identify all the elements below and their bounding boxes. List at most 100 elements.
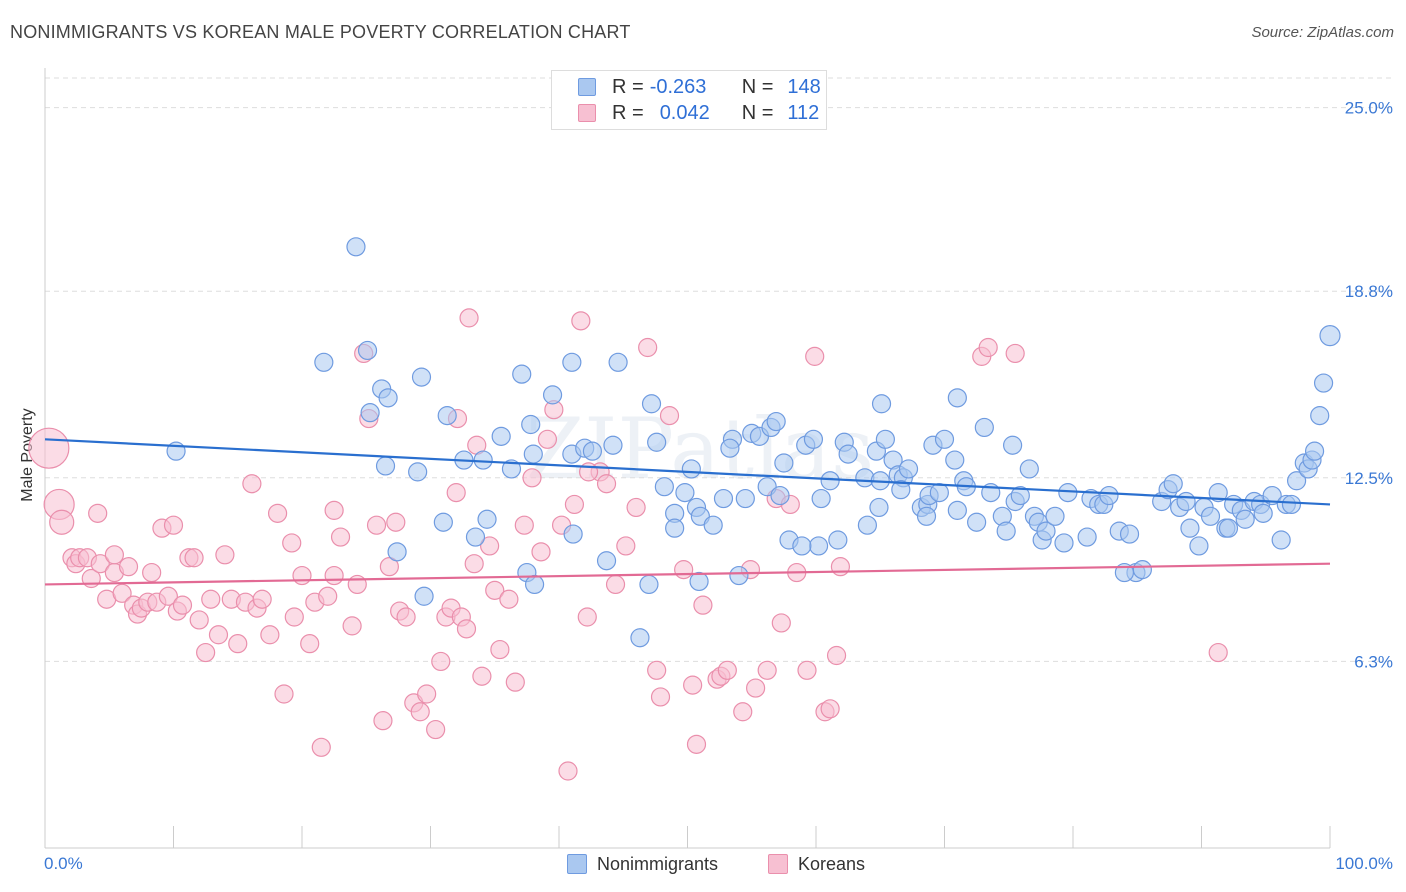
nonimmigrant-point <box>1218 518 1239 538</box>
korean-point <box>208 625 229 645</box>
nonimmigrant-point <box>562 352 582 372</box>
korean-point <box>638 337 658 358</box>
korean-point <box>571 311 591 331</box>
nonimmigrant-point <box>934 429 955 449</box>
nonimmigrant-point <box>875 429 895 449</box>
korean-point <box>830 557 851 577</box>
nonimmigrant-point <box>1176 491 1196 512</box>
nonimmigrant-point <box>792 536 812 556</box>
nonimmigrant-point <box>945 450 965 470</box>
nonimmigrant-point <box>608 352 628 372</box>
korean-point <box>215 545 235 565</box>
korean-point <box>172 595 193 615</box>
korean-point <box>282 533 302 553</box>
nonimmigrant-point <box>1271 530 1291 550</box>
koreans-swatch <box>578 104 596 122</box>
nonimmigrant-point <box>1235 509 1255 529</box>
n-label: N = <box>741 75 774 98</box>
korean-point <box>464 554 484 574</box>
korean-point <box>90 554 110 574</box>
korean-point <box>522 468 542 488</box>
korean-point <box>386 512 406 532</box>
legend-item-koreans[interactable]: Koreans <box>768 852 865 876</box>
korean-point <box>472 666 492 686</box>
nonimmigrant-point <box>491 426 511 446</box>
korean-point <box>1208 642 1228 663</box>
nonimmigrant-point <box>929 483 949 503</box>
korean-point <box>417 684 437 704</box>
korean-point <box>300 634 320 654</box>
korean-point <box>431 651 451 672</box>
nonimmigrant-point <box>1208 483 1228 503</box>
korean-point <box>626 497 646 518</box>
korean-point <box>531 542 551 562</box>
nonimmigrant-point <box>974 417 994 438</box>
nonimmigrant-point <box>378 388 398 408</box>
korean-point <box>505 672 525 692</box>
nonimmigrant-point <box>891 480 911 500</box>
nonimmigrant-point <box>563 524 583 544</box>
nonimmigrant-point <box>641 394 662 414</box>
r-value-koreans: 0.042 <box>659 101 710 124</box>
legend-label-koreans: Koreans <box>798 853 866 874</box>
nonimmigrant-point <box>542 385 563 405</box>
korean-point <box>771 613 791 633</box>
nonimmigrant-point <box>375 456 396 476</box>
korean-point <box>163 515 184 535</box>
nonimmigrant-point <box>808 536 829 556</box>
nonimmigrant-point <box>1253 503 1273 523</box>
nonimmigrant-point <box>729 565 749 586</box>
korean-point <box>118 557 139 577</box>
nonimmigrant-point <box>1262 485 1282 506</box>
x-tick-label: 0.0% <box>44 854 83 873</box>
korean-point <box>88 503 108 523</box>
korean-point <box>459 308 479 328</box>
korean-point <box>978 337 998 358</box>
nonimmigrant-point <box>811 488 831 509</box>
korean-point <box>396 607 416 627</box>
legend-row-koreans: R = 0.042 N = 112 <box>578 101 819 125</box>
nonimmigrant-point <box>1003 435 1023 455</box>
nonimmigrant-point <box>523 444 543 464</box>
nonimmigrant-point <box>820 471 840 491</box>
korean-point <box>746 678 766 698</box>
nonimmigrant-point <box>501 459 522 479</box>
korean-point <box>480 536 500 556</box>
korean-point <box>158 586 178 606</box>
nonimmigrant-point <box>639 574 659 595</box>
korean-point <box>112 583 132 603</box>
nonimmigrant-point <box>408 462 428 482</box>
korean-point <box>616 536 636 556</box>
korean-point <box>485 580 505 600</box>
nonimmigrant-point <box>1180 518 1200 538</box>
nonimmigrant-point <box>603 435 623 455</box>
korean-point <box>142 562 162 583</box>
nonimmigrant-point <box>869 497 889 518</box>
nonimmigrant-point <box>521 414 541 435</box>
nonimmigrant-point <box>1310 406 1330 426</box>
korean-point <box>686 734 707 754</box>
nonimmigrant-point <box>770 485 790 506</box>
tick-labels: 6.3% 12.5% 18.8% 25.0% 0.0% 100.0% <box>44 99 1393 873</box>
korean-point <box>284 607 304 627</box>
nonimmigrants-points <box>166 237 1341 648</box>
nonimmigrant-point <box>414 586 434 606</box>
legend-item-nonimmigrants[interactable]: Nonimmigrants <box>567 852 718 876</box>
nonimmigrant-point <box>857 515 878 535</box>
nonimmigrants-swatch <box>578 78 596 96</box>
korean-point <box>596 474 617 494</box>
correlation-legend: R = -0.263 N = 148 R = 0.042 N = 112 <box>551 70 827 130</box>
nonimmigrant-point <box>1036 521 1056 541</box>
korean-point <box>292 565 312 586</box>
nonimmigrant-point <box>1281 494 1302 515</box>
nonimmigrant-point <box>898 459 919 479</box>
legend-label-nonimmigrants: Nonimmigrants <box>597 853 719 874</box>
korean-point <box>683 675 703 695</box>
korean-point <box>693 595 713 615</box>
nonimmigrant-point <box>1132 560 1152 580</box>
koreans-points <box>28 308 1228 781</box>
korean-point <box>605 574 626 595</box>
korean-point <box>267 503 288 523</box>
legend-row-nonimmigrants: R = -0.263 N = 148 <box>578 75 821 99</box>
nonimmigrant-point <box>675 483 695 503</box>
